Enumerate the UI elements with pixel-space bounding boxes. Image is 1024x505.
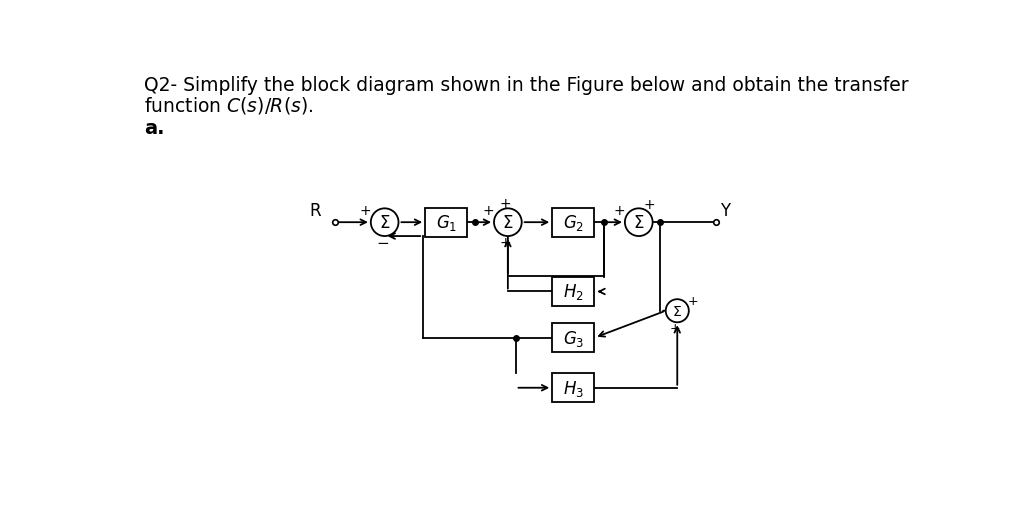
Text: Y: Y bbox=[720, 201, 730, 220]
Text: +: + bbox=[500, 236, 511, 249]
Text: $\Sigma$: $\Sigma$ bbox=[633, 214, 644, 232]
Bar bbox=[552, 208, 595, 237]
Text: $\Sigma$: $\Sigma$ bbox=[673, 304, 682, 318]
Text: $H_2$: $H_2$ bbox=[563, 282, 584, 302]
Text: +: + bbox=[359, 204, 372, 218]
Text: R: R bbox=[309, 201, 321, 220]
Text: −: − bbox=[376, 235, 389, 250]
Text: +: + bbox=[500, 196, 511, 211]
Text: +: + bbox=[670, 322, 680, 334]
Bar bbox=[425, 208, 467, 237]
Text: +: + bbox=[482, 204, 495, 218]
Circle shape bbox=[625, 209, 652, 236]
Circle shape bbox=[666, 299, 689, 323]
Bar bbox=[552, 277, 595, 307]
Text: $\Sigma$: $\Sigma$ bbox=[502, 214, 514, 232]
Text: $G_2$: $G_2$ bbox=[563, 213, 584, 233]
Text: $G_1$: $G_1$ bbox=[435, 213, 457, 233]
Bar bbox=[552, 373, 595, 402]
Text: $H_3$: $H_3$ bbox=[563, 378, 584, 398]
Circle shape bbox=[494, 209, 521, 236]
Text: +: + bbox=[644, 197, 655, 211]
Text: +: + bbox=[688, 294, 698, 308]
Bar bbox=[552, 323, 595, 352]
Text: $G_3$: $G_3$ bbox=[562, 328, 584, 348]
Text: $\Sigma$: $\Sigma$ bbox=[379, 214, 390, 232]
Text: Q2- Simplify the block diagram shown in the Figure below and obtain the transfer: Q2- Simplify the block diagram shown in … bbox=[144, 76, 909, 95]
Text: function $C(s)/R(s)$.: function $C(s)/R(s)$. bbox=[144, 94, 313, 115]
Circle shape bbox=[371, 209, 398, 236]
Text: a.: a. bbox=[144, 119, 165, 138]
Text: +: + bbox=[613, 204, 626, 218]
